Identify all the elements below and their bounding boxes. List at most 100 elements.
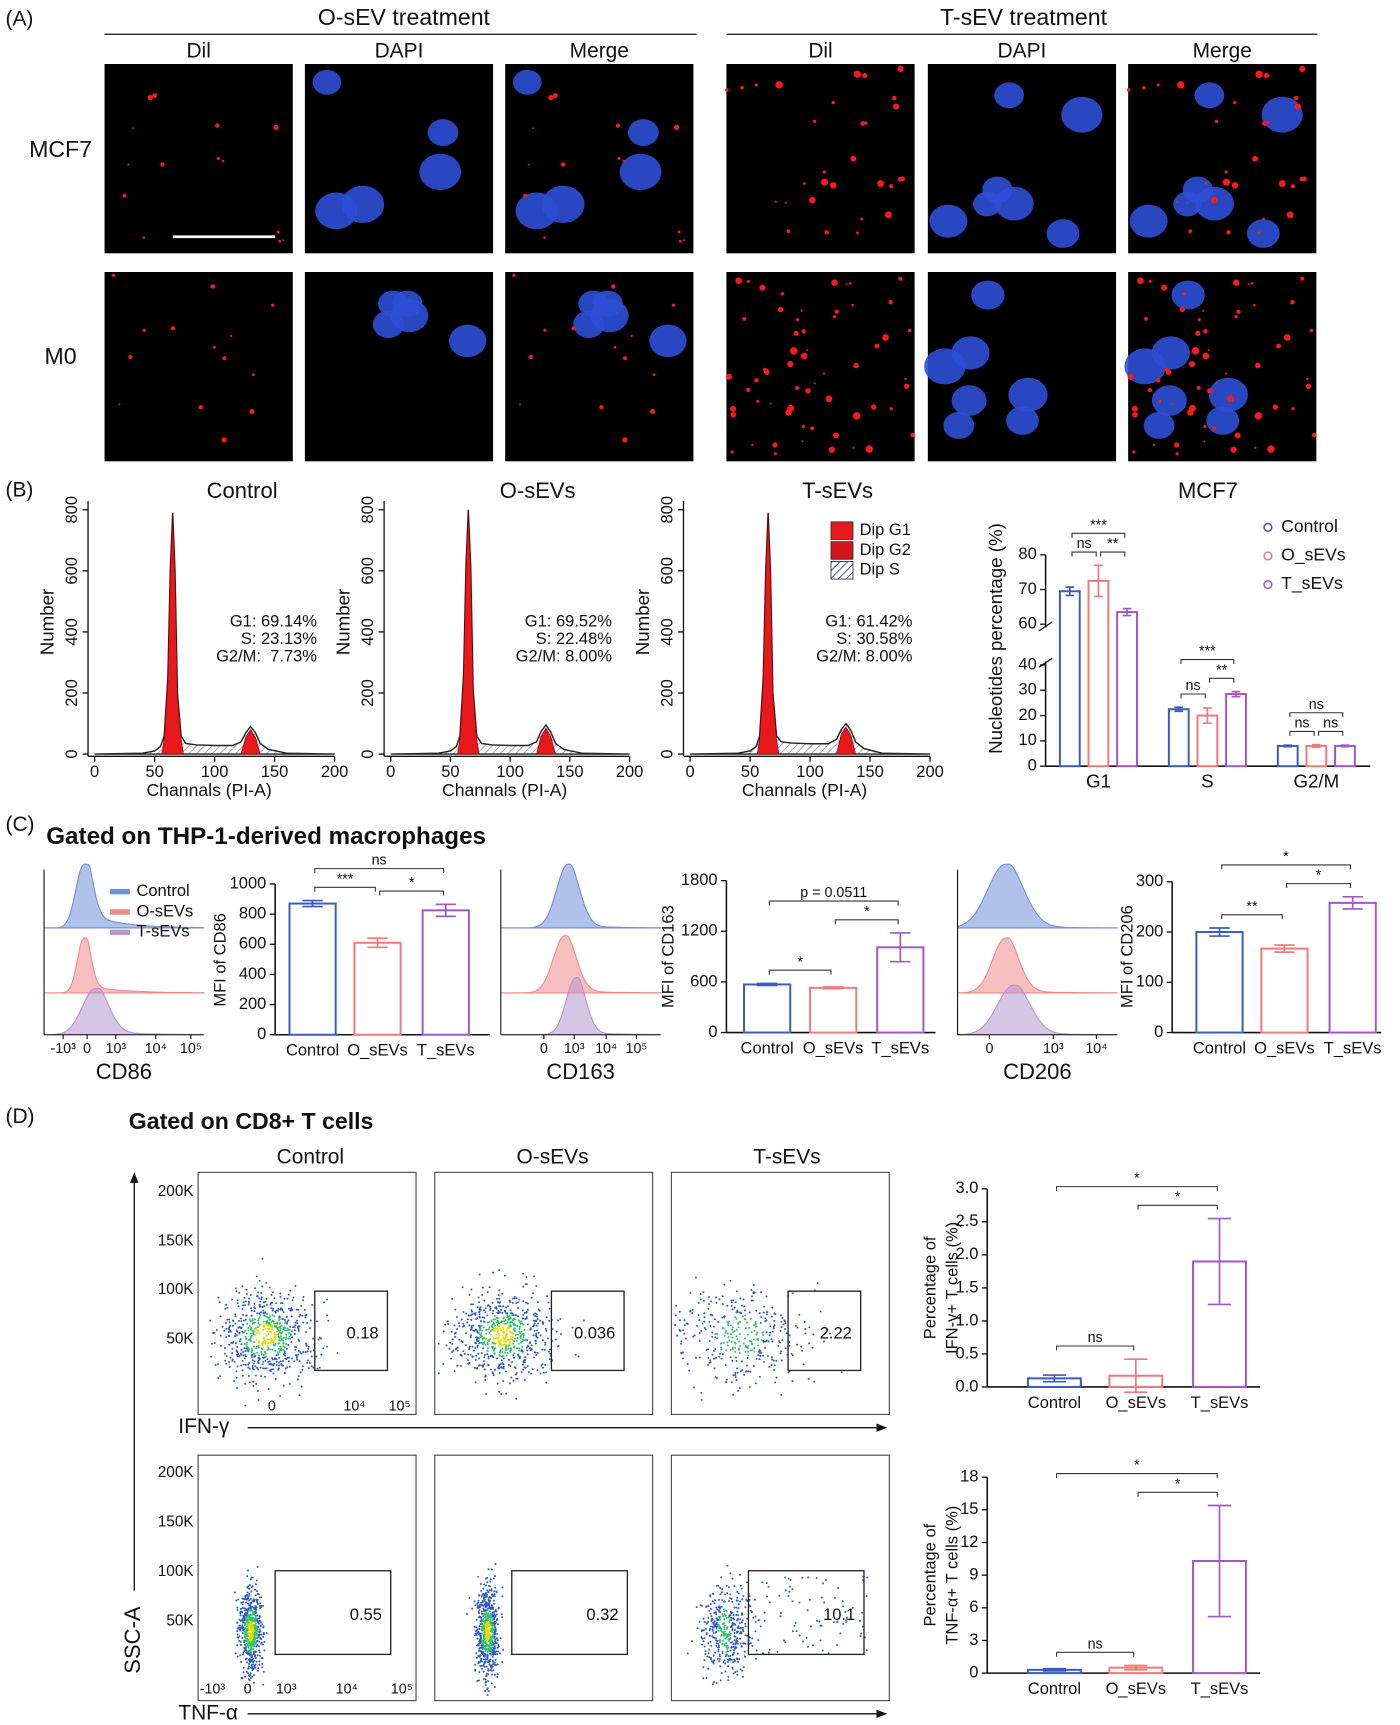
event-dot (726, 1344, 729, 1347)
event-dot (791, 1380, 794, 1383)
bar (1058, 590, 1081, 768)
event-dot (505, 1392, 508, 1395)
event-dot (715, 1682, 718, 1685)
significance-label: * (1316, 868, 1322, 884)
event-dot (515, 1377, 518, 1380)
event-dot (734, 1671, 737, 1674)
event-dot (282, 1384, 285, 1387)
event-dot (735, 1359, 738, 1362)
dil-spot (528, 354, 534, 360)
event-dot (242, 1304, 245, 1307)
event-dot (480, 1324, 483, 1327)
event-dot (240, 1343, 243, 1346)
event-dot (813, 1380, 816, 1383)
event-dot (718, 1625, 721, 1628)
event-dot (277, 1335, 280, 1338)
event-dot (704, 1650, 707, 1653)
event-dot (735, 1614, 738, 1616)
event-dot (812, 1333, 815, 1336)
bar (1225, 693, 1247, 768)
event-dot (478, 1308, 481, 1311)
dil-spot (831, 279, 838, 286)
event-dot (697, 1301, 700, 1304)
gate (550, 1290, 625, 1372)
event-dot (784, 1347, 787, 1350)
dil-spot (171, 326, 176, 331)
nucleus (541, 185, 585, 223)
event-dot (476, 1336, 479, 1339)
event-dot (738, 1573, 741, 1576)
event-dot (739, 1642, 742, 1645)
event-dot (779, 1615, 782, 1618)
event-dot (767, 1585, 770, 1588)
event-dot (728, 1619, 731, 1622)
event-dot (734, 1346, 737, 1349)
event-dot (294, 1284, 297, 1287)
event-dot (459, 1354, 462, 1357)
event-dot (289, 1333, 292, 1336)
event-dot (739, 1344, 742, 1347)
event-dot (743, 1655, 746, 1658)
event-dot (480, 1601, 483, 1604)
error-bar (1124, 1358, 1148, 1394)
event-dot (258, 1303, 261, 1306)
axis-marker-label: IFN-γ (178, 1415, 230, 1438)
event-dot (246, 1628, 249, 1631)
event-dot (294, 1354, 297, 1357)
event-dot (479, 1582, 482, 1585)
event-dot (485, 1328, 488, 1331)
significance-bracket (768, 969, 832, 975)
event-dot (255, 1611, 258, 1614)
event-dot (752, 1283, 755, 1286)
event-dot (239, 1338, 242, 1341)
event-dot (466, 1321, 469, 1324)
event-dot (501, 1347, 504, 1350)
dil-spot (1276, 343, 1281, 349)
event-dot (484, 1624, 487, 1627)
event-dot (500, 1339, 502, 1342)
error-bar (1042, 1374, 1067, 1383)
event-dot (267, 1347, 270, 1350)
event-dot (727, 1655, 730, 1658)
event-dot (473, 1366, 476, 1369)
event-dot (489, 1578, 492, 1581)
event-dot (709, 1361, 712, 1364)
dil-spot (622, 159, 625, 163)
event-dot (865, 1649, 868, 1652)
panel-label: (C) (6, 813, 35, 836)
event-dot (256, 1295, 259, 1298)
event-dot (513, 1297, 516, 1300)
event-dot (248, 1679, 251, 1682)
legend-label: O_sEVs (1281, 545, 1346, 566)
dil-spot (772, 442, 778, 448)
dil-spot (678, 239, 682, 243)
event-dot (705, 1676, 708, 1679)
event-dot (253, 1341, 256, 1344)
event-dot (711, 1683, 714, 1686)
event-dot (257, 1649, 260, 1652)
event-dot (249, 1336, 252, 1339)
event-dot (763, 1360, 766, 1363)
event-dot (480, 1628, 483, 1631)
event-dot (247, 1366, 250, 1369)
dil-spot (1137, 277, 1144, 285)
event-dot (296, 1322, 299, 1325)
event-dot (484, 1615, 487, 1618)
event-dot (263, 1649, 266, 1652)
event-dot (243, 1639, 246, 1642)
event-dot (720, 1605, 723, 1608)
event-dot (272, 1362, 275, 1365)
event-dot (229, 1324, 232, 1327)
event-dot (279, 1360, 282, 1363)
event-dot (247, 1667, 250, 1670)
event-dot (278, 1357, 281, 1359)
event-dot (262, 1320, 265, 1323)
event-dot (523, 1378, 526, 1381)
event-dot (260, 1633, 263, 1636)
significance-label: * (1134, 1171, 1140, 1187)
error-bar (1283, 744, 1293, 748)
y-tick-label: 600 (690, 972, 718, 990)
dil-spot (904, 383, 910, 389)
dil-spot (1233, 100, 1237, 105)
channel-header: Dil (186, 39, 210, 62)
